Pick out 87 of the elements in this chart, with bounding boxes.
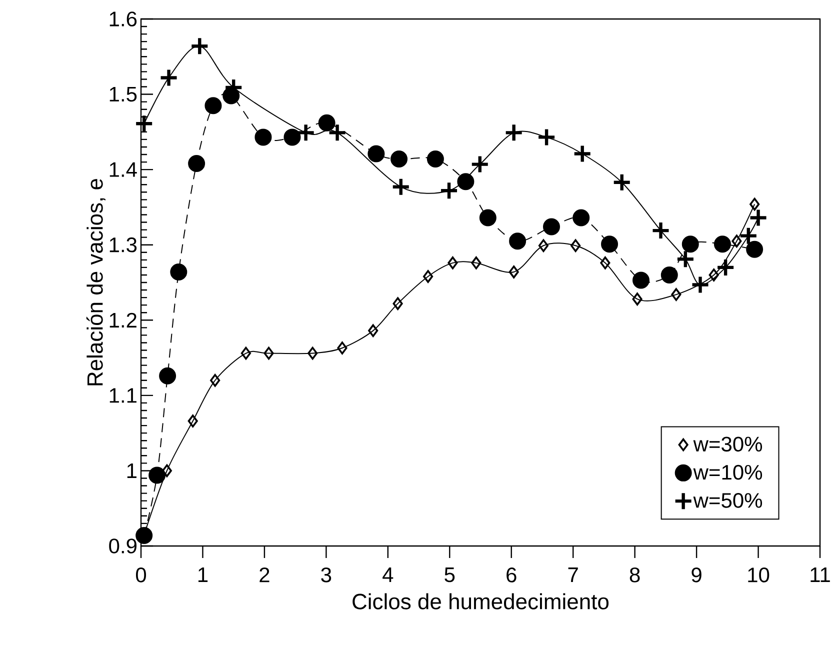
point <box>572 209 590 226</box>
x-tick-label: 3 <box>321 568 332 582</box>
point <box>318 114 336 132</box>
point <box>328 123 347 142</box>
point <box>204 97 222 114</box>
point <box>264 346 274 360</box>
point <box>671 288 682 301</box>
point <box>159 367 176 384</box>
point <box>240 346 251 360</box>
x-tick-label: 9 <box>692 568 702 582</box>
x-tick-label: 1 <box>198 568 208 582</box>
point <box>448 256 458 270</box>
x-tick-label: 5 <box>444 568 455 582</box>
point <box>651 220 670 240</box>
point <box>738 226 758 246</box>
point <box>708 268 719 282</box>
point <box>504 123 524 142</box>
point <box>308 346 318 360</box>
point <box>284 128 301 146</box>
point <box>337 342 348 354</box>
point <box>682 236 699 253</box>
point <box>479 209 496 226</box>
point <box>170 263 188 280</box>
point <box>210 374 220 387</box>
point <box>538 239 548 252</box>
point <box>600 256 610 270</box>
point <box>750 198 760 211</box>
point <box>471 256 482 270</box>
point <box>390 150 408 168</box>
point <box>612 172 632 192</box>
point <box>746 240 764 258</box>
point <box>508 266 519 278</box>
point <box>660 266 678 284</box>
y-tick-label: 1.1 <box>110 388 136 403</box>
x-axis-title: Ciclos de humedecimiento <box>352 593 609 610</box>
x-tick-label: 11 <box>810 568 830 582</box>
point <box>423 270 434 283</box>
point <box>439 181 459 200</box>
point <box>542 218 560 236</box>
point <box>690 275 710 294</box>
point <box>676 250 696 269</box>
point <box>188 155 206 172</box>
point <box>457 173 474 190</box>
point <box>162 464 172 478</box>
y-tick-label: 1.2 <box>110 312 136 328</box>
point <box>426 150 444 168</box>
point <box>632 272 650 289</box>
point <box>392 297 403 310</box>
point <box>714 236 731 253</box>
point <box>136 526 153 544</box>
y-tick-label: 1.6 <box>110 12 137 26</box>
legend-label: w=50% <box>693 493 762 508</box>
point <box>509 232 526 250</box>
point <box>732 234 742 248</box>
x-tick-label: 4 <box>382 568 394 582</box>
point <box>716 258 736 278</box>
x-tick-label: 10 <box>748 568 770 582</box>
legend-label: w=10% <box>693 464 762 480</box>
point <box>391 177 410 196</box>
legend-label: w=30% <box>693 436 762 452</box>
point <box>470 154 490 174</box>
point <box>536 128 556 147</box>
point <box>296 123 316 142</box>
y-tick-label: 1.3 <box>110 237 137 252</box>
point <box>748 208 768 228</box>
point <box>632 292 642 306</box>
point <box>572 144 592 164</box>
x-tick-label: 2 <box>260 568 270 582</box>
point <box>368 145 385 162</box>
y-tick-label: 1.4 <box>110 162 137 177</box>
point <box>368 324 378 338</box>
y-tick-label: 0.9 <box>109 538 136 554</box>
y-tick-label: 1.5 <box>110 86 137 102</box>
x-tick-label: 8 <box>630 568 640 582</box>
x-tick-label: 6 <box>506 568 516 582</box>
point <box>188 414 198 428</box>
y-axis-title: Relación de vacios, e <box>86 178 106 386</box>
point <box>148 466 166 484</box>
point <box>601 236 618 253</box>
point <box>134 114 154 134</box>
point <box>254 128 272 146</box>
x-tick-label: 7 <box>568 568 578 582</box>
y-tick-label: 1 <box>127 463 136 478</box>
x-tick-label: 0 <box>136 568 146 582</box>
point <box>159 68 178 88</box>
point <box>190 36 210 56</box>
point <box>570 239 581 252</box>
